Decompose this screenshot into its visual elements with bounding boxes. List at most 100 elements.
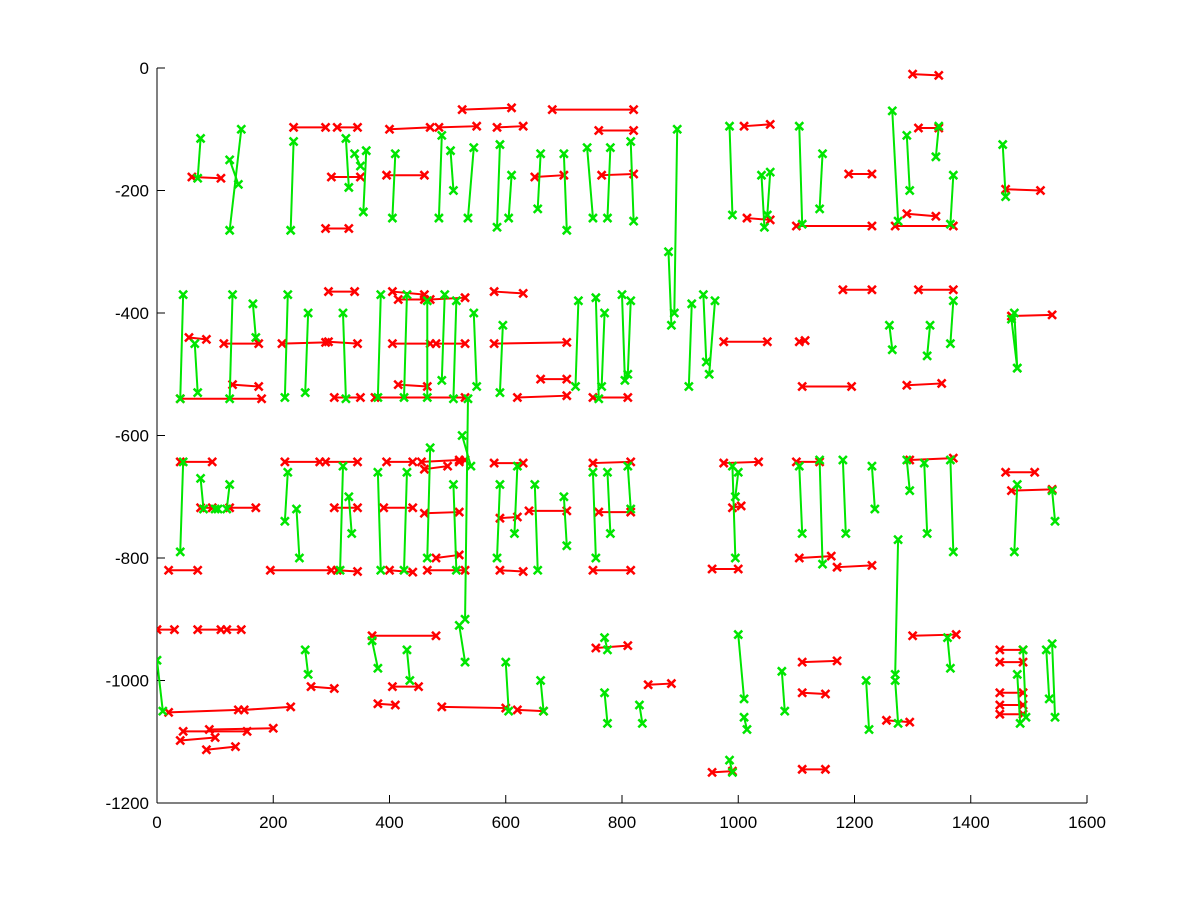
data-point-marker bbox=[320, 337, 331, 348]
segment-line bbox=[780, 671, 786, 712]
data-point-marker bbox=[463, 393, 473, 404]
data-point-marker bbox=[602, 718, 613, 729]
data-point-marker bbox=[157, 624, 162, 635]
data-point-marker bbox=[666, 678, 677, 689]
data-point-marker bbox=[442, 461, 453, 472]
data-point-marker bbox=[399, 392, 409, 403]
data-point-marker bbox=[195, 473, 206, 484]
segment-line bbox=[891, 110, 900, 222]
segment-line bbox=[371, 640, 379, 669]
data-point-marker bbox=[733, 467, 744, 478]
data-point-marker bbox=[558, 148, 569, 159]
data-point-marker bbox=[994, 709, 1005, 720]
data-point-marker bbox=[622, 640, 633, 651]
data-point-marker bbox=[512, 392, 523, 403]
x-tick-label: 1400 bbox=[952, 813, 990, 832]
data-point-marker bbox=[814, 455, 825, 465]
data-point-marker bbox=[919, 458, 930, 468]
segment-line bbox=[362, 150, 368, 212]
data-point-marker bbox=[221, 504, 232, 514]
data-point-marker bbox=[887, 344, 898, 355]
segment-line bbox=[244, 705, 291, 711]
segment-line bbox=[888, 325, 894, 350]
data-point-marker bbox=[730, 553, 741, 563]
data-point-marker bbox=[489, 338, 500, 349]
data-point-marker bbox=[710, 295, 720, 306]
data-point-marker bbox=[471, 121, 482, 132]
data-point-marker bbox=[936, 378, 947, 389]
data-point-marker bbox=[588, 213, 598, 223]
data-point-marker bbox=[178, 726, 189, 737]
data-point-marker bbox=[282, 289, 293, 300]
data-point-marker bbox=[736, 501, 747, 511]
data-point-marker bbox=[495, 139, 505, 150]
data-point-marker bbox=[163, 565, 174, 576]
data-point-marker bbox=[814, 203, 825, 214]
x-tick-label: 1200 bbox=[836, 813, 874, 832]
segment-line bbox=[731, 466, 737, 559]
data-point-marker bbox=[492, 222, 502, 233]
y-tick-label: -200 bbox=[115, 182, 149, 201]
data-point-marker bbox=[994, 700, 1005, 710]
segment-line bbox=[347, 496, 353, 534]
data-point-marker bbox=[384, 565, 395, 576]
segment-line bbox=[1022, 649, 1027, 718]
data-point-marker bbox=[840, 528, 851, 539]
data-point-marker bbox=[643, 679, 654, 690]
data-point-marker bbox=[323, 336, 334, 347]
segment-line bbox=[496, 144, 501, 228]
data-point-marker bbox=[436, 375, 447, 386]
data-point-marker bbox=[288, 136, 299, 147]
segment-line bbox=[295, 508, 301, 559]
data-point-marker bbox=[387, 213, 398, 223]
segment-line bbox=[389, 126, 431, 131]
data-point-marker bbox=[867, 284, 877, 295]
data-point-marker bbox=[561, 374, 572, 385]
segment-line bbox=[949, 300, 955, 344]
data-point-marker bbox=[518, 566, 529, 577]
data-point-marker bbox=[593, 507, 604, 517]
segment-line bbox=[196, 138, 202, 179]
data-point-marker bbox=[881, 715, 892, 726]
data-point-marker bbox=[248, 298, 258, 309]
data-point-marker bbox=[416, 456, 427, 467]
data-point-marker bbox=[867, 169, 877, 179]
data-point-marker bbox=[797, 657, 808, 668]
data-point-marker bbox=[797, 764, 808, 775]
data-point-marker bbox=[1012, 669, 1023, 680]
segment-line bbox=[1001, 144, 1007, 197]
data-point-marker bbox=[352, 122, 363, 133]
data-point-marker bbox=[945, 455, 956, 465]
data-point-marker bbox=[253, 338, 264, 349]
segment-line bbox=[673, 129, 679, 314]
segment-line bbox=[498, 325, 504, 393]
segment-line bbox=[708, 300, 716, 375]
data-point-marker bbox=[500, 657, 511, 668]
segment-line bbox=[737, 634, 746, 699]
data-point-marker bbox=[492, 122, 502, 133]
segment-line bbox=[310, 685, 335, 690]
data-point-marker bbox=[617, 289, 627, 300]
data-point-marker bbox=[837, 284, 848, 295]
segment-line bbox=[905, 135, 911, 191]
segment-line bbox=[894, 539, 900, 675]
data-point-marker bbox=[634, 700, 645, 710]
series-group bbox=[175, 105, 1023, 404]
data-point-marker bbox=[419, 170, 430, 181]
y-tick-label: -1000 bbox=[106, 672, 149, 691]
data-point-marker bbox=[445, 145, 456, 156]
segment-line bbox=[209, 727, 274, 731]
data-point-marker bbox=[1012, 363, 1023, 374]
segment-line bbox=[638, 704, 644, 724]
data-point-marker bbox=[495, 513, 505, 524]
segment-line bbox=[441, 705, 506, 710]
segment-line bbox=[168, 708, 239, 714]
data-point-marker bbox=[524, 505, 534, 516]
segment-line bbox=[377, 702, 396, 706]
data-point-marker bbox=[349, 286, 360, 297]
data-point-marker bbox=[265, 565, 276, 576]
data-point-marker bbox=[303, 308, 314, 318]
data-point-marker bbox=[355, 392, 366, 403]
data-point-marker bbox=[832, 656, 842, 666]
data-point-marker bbox=[422, 295, 433, 306]
